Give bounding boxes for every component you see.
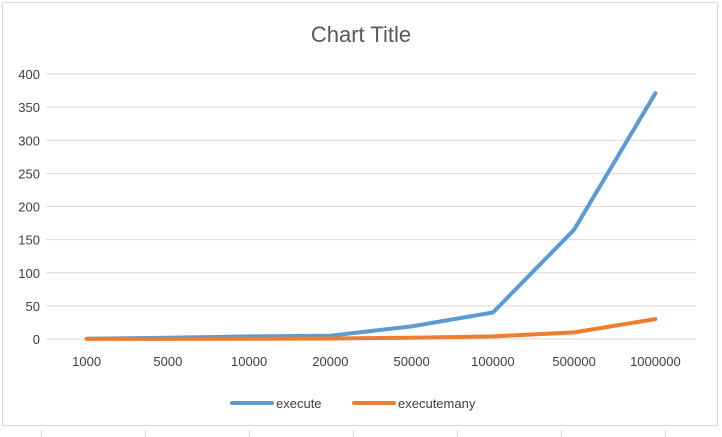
x-axis-ticks: 1000 5000 10000 20000 50000 100000 500000 10000… (72, 354, 681, 369)
y-tick-label: 300 (18, 133, 40, 148)
y-tick-label: 150 (18, 233, 40, 248)
chart-area (2, 2, 718, 426)
series-line-execute (84, 91, 658, 341)
y-tick-label: 100 (18, 266, 40, 281)
legend-label: execute (276, 396, 322, 411)
y-axis-ticks: 0 50 100 150 200 250 300 350 400 (18, 67, 40, 347)
gridlines (46, 73, 696, 340)
y-tick-label: 350 (18, 100, 40, 115)
series-line-executemany (84, 317, 658, 341)
x-tick-label: 50000 (394, 354, 430, 369)
x-tick-label: 1000 (72, 354, 101, 369)
x-tick-label: 20000 (312, 354, 348, 369)
x-tick-label: 1000000 (630, 354, 681, 369)
legend-item-executemany[interactable]: executemany (352, 396, 476, 411)
legend-item-execute[interactable]: execute (230, 396, 322, 411)
y-tick-label: 0 (33, 332, 40, 347)
bottom-ruler (0, 430, 722, 437)
y-tick-label: 200 (18, 200, 40, 215)
y-tick-label: 50 (26, 299, 40, 314)
x-tick-label: 10000 (231, 354, 267, 369)
y-tick-label: 400 (18, 67, 40, 82)
x-tick-label: 5000 (153, 354, 182, 369)
x-tick-label: 500000 (552, 354, 595, 369)
series-lines (84, 91, 658, 341)
chart-title: Chart Title (311, 22, 411, 47)
y-tick-label: 250 (18, 166, 40, 181)
legend[interactable]: execute executemany (230, 396, 476, 411)
x-tick-label: 100000 (471, 354, 514, 369)
legend-label: executemany (398, 396, 476, 411)
